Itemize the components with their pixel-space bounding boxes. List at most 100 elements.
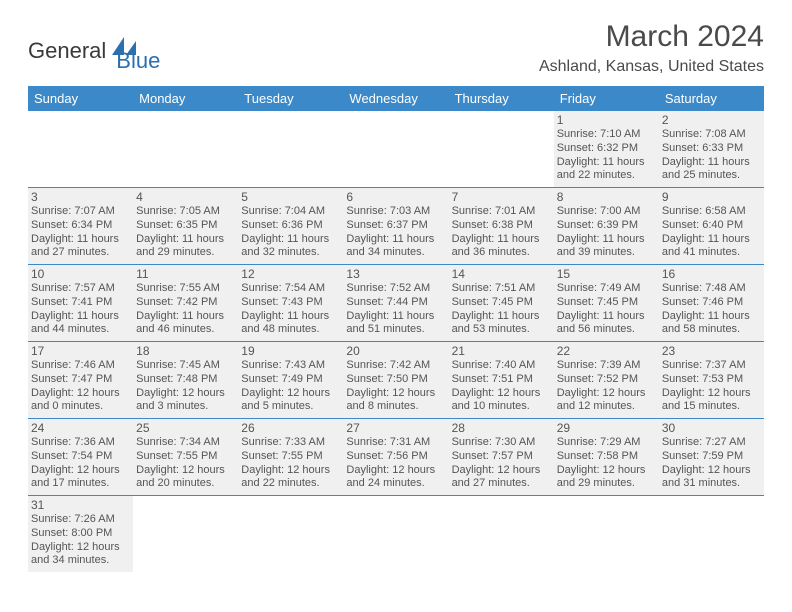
day-detail: Sunrise: 7:52 AM	[346, 282, 445, 296]
day-detail: Sunset: 7:45 PM	[452, 296, 551, 310]
week-row: 24Sunrise: 7:36 AMSunset: 7:54 PMDayligh…	[28, 419, 764, 496]
day-detail: Daylight: 11 hours	[557, 310, 656, 324]
day-detail: and 34 minutes.	[346, 246, 445, 260]
day-detail: Sunrise: 7:26 AM	[31, 513, 130, 527]
day-detail: Daylight: 11 hours	[31, 233, 130, 247]
day-detail: Sunrise: 7:30 AM	[452, 436, 551, 450]
day-header: Sunday	[28, 86, 133, 111]
title-block: March 2024 Ashland, Kansas, United State…	[539, 20, 764, 76]
day-cell	[238, 111, 343, 187]
day-cell: 13Sunrise: 7:52 AMSunset: 7:44 PMDayligh…	[343, 265, 448, 341]
day-cell	[133, 496, 238, 572]
day-number: 18	[136, 344, 235, 358]
day-header: Thursday	[449, 86, 554, 111]
day-cell: 14Sunrise: 7:51 AMSunset: 7:45 PMDayligh…	[449, 265, 554, 341]
day-detail: Sunrise: 6:58 AM	[662, 205, 761, 219]
day-number: 10	[31, 267, 130, 281]
day-cell: 23Sunrise: 7:37 AMSunset: 7:53 PMDayligh…	[659, 342, 764, 418]
day-detail: and 34 minutes.	[31, 554, 130, 568]
day-number: 26	[241, 421, 340, 435]
day-cell: 31Sunrise: 7:26 AMSunset: 8:00 PMDayligh…	[28, 496, 133, 572]
day-cell: 16Sunrise: 7:48 AMSunset: 7:46 PMDayligh…	[659, 265, 764, 341]
day-detail: Sunrise: 7:08 AM	[662, 128, 761, 142]
day-cell: 18Sunrise: 7:45 AMSunset: 7:48 PMDayligh…	[133, 342, 238, 418]
day-detail: Sunset: 7:42 PM	[136, 296, 235, 310]
day-detail: Sunset: 7:55 PM	[136, 450, 235, 464]
day-detail: and 27 minutes.	[31, 246, 130, 260]
day-number: 19	[241, 344, 340, 358]
day-cell: 8Sunrise: 7:00 AMSunset: 6:39 PMDaylight…	[554, 188, 659, 264]
day-detail: and 36 minutes.	[452, 246, 551, 260]
day-cell: 27Sunrise: 7:31 AMSunset: 7:56 PMDayligh…	[343, 419, 448, 495]
day-number: 1	[557, 113, 656, 127]
day-detail: Sunset: 8:00 PM	[31, 527, 130, 541]
day-number: 13	[346, 267, 445, 281]
day-cell	[554, 496, 659, 572]
day-detail: and 10 minutes.	[452, 400, 551, 414]
day-detail: and 3 minutes.	[136, 400, 235, 414]
day-cell: 10Sunrise: 7:57 AMSunset: 7:41 PMDayligh…	[28, 265, 133, 341]
day-detail: and 24 minutes.	[346, 477, 445, 491]
day-number: 12	[241, 267, 340, 281]
day-detail: Daylight: 11 hours	[452, 310, 551, 324]
day-detail: Sunset: 7:46 PM	[662, 296, 761, 310]
day-detail: Daylight: 12 hours	[31, 387, 130, 401]
day-detail: Daylight: 12 hours	[346, 464, 445, 478]
day-detail: Sunrise: 7:29 AM	[557, 436, 656, 450]
day-detail: and 20 minutes.	[136, 477, 235, 491]
day-detail: and 0 minutes.	[31, 400, 130, 414]
day-detail: Daylight: 12 hours	[452, 464, 551, 478]
day-number: 8	[557, 190, 656, 204]
day-detail: Sunset: 7:47 PM	[31, 373, 130, 387]
day-number: 15	[557, 267, 656, 281]
day-number: 3	[31, 190, 130, 204]
day-detail: Sunrise: 7:45 AM	[136, 359, 235, 373]
day-number: 29	[557, 421, 656, 435]
day-detail: Sunset: 7:50 PM	[346, 373, 445, 387]
day-number: 20	[346, 344, 445, 358]
day-detail: Daylight: 11 hours	[241, 233, 340, 247]
day-detail: Sunset: 7:48 PM	[136, 373, 235, 387]
day-header: Monday	[133, 86, 238, 111]
day-detail: and 51 minutes.	[346, 323, 445, 337]
day-cell	[659, 496, 764, 572]
week-row: 31Sunrise: 7:26 AMSunset: 8:00 PMDayligh…	[28, 496, 764, 572]
day-number: 25	[136, 421, 235, 435]
day-detail: and 29 minutes.	[557, 477, 656, 491]
day-detail: Sunrise: 7:40 AM	[452, 359, 551, 373]
day-number: 31	[31, 498, 130, 512]
day-detail: Sunset: 7:55 PM	[241, 450, 340, 464]
day-detail: Sunset: 7:54 PM	[31, 450, 130, 464]
day-detail: and 5 minutes.	[241, 400, 340, 414]
day-cell	[238, 496, 343, 572]
day-number: 28	[452, 421, 551, 435]
day-detail: Sunrise: 7:07 AM	[31, 205, 130, 219]
day-cell: 3Sunrise: 7:07 AMSunset: 6:34 PMDaylight…	[28, 188, 133, 264]
day-cell	[133, 111, 238, 187]
day-detail: Daylight: 12 hours	[31, 541, 130, 555]
day-cell	[343, 496, 448, 572]
day-detail: Sunrise: 7:03 AM	[346, 205, 445, 219]
day-detail: Sunrise: 7:00 AM	[557, 205, 656, 219]
week-row: 3Sunrise: 7:07 AMSunset: 6:34 PMDaylight…	[28, 188, 764, 265]
day-detail: Sunset: 6:40 PM	[662, 219, 761, 233]
day-number: 17	[31, 344, 130, 358]
day-number: 16	[662, 267, 761, 281]
day-detail: and 29 minutes.	[136, 246, 235, 260]
day-number: 9	[662, 190, 761, 204]
day-detail: Sunrise: 7:39 AM	[557, 359, 656, 373]
day-detail: Sunset: 6:35 PM	[136, 219, 235, 233]
day-detail: Daylight: 12 hours	[557, 464, 656, 478]
day-header: Saturday	[659, 86, 764, 111]
day-detail: Sunrise: 7:33 AM	[241, 436, 340, 450]
day-cell: 30Sunrise: 7:27 AMSunset: 7:59 PMDayligh…	[659, 419, 764, 495]
day-number: 2	[662, 113, 761, 127]
day-detail: Daylight: 12 hours	[136, 387, 235, 401]
day-cell: 11Sunrise: 7:55 AMSunset: 7:42 PMDayligh…	[133, 265, 238, 341]
day-cell: 26Sunrise: 7:33 AMSunset: 7:55 PMDayligh…	[238, 419, 343, 495]
day-detail: Daylight: 11 hours	[136, 310, 235, 324]
day-cell: 5Sunrise: 7:04 AMSunset: 6:36 PMDaylight…	[238, 188, 343, 264]
day-detail: Sunset: 7:59 PM	[662, 450, 761, 464]
day-number: 5	[241, 190, 340, 204]
day-detail: Sunrise: 7:49 AM	[557, 282, 656, 296]
